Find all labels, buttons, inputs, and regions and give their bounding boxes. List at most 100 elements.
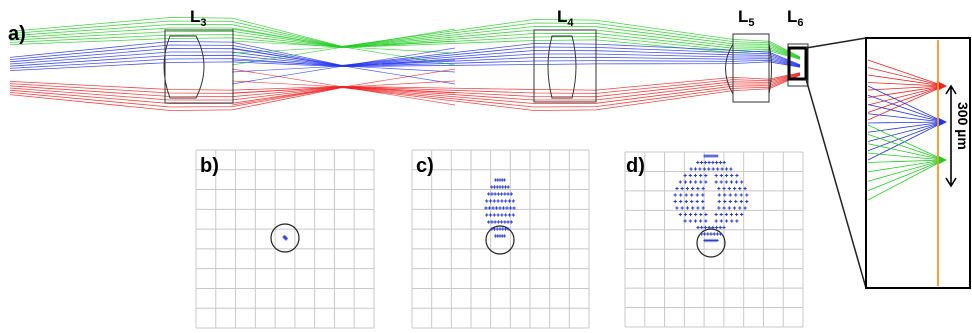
spot-point-c-58: [501, 227, 505, 231]
spot-point-c-41: [496, 213, 500, 217]
spot-points-c: [484, 178, 516, 238]
spot-point-d-121: [707, 225, 711, 230]
spot-point-c-35: [505, 206, 509, 210]
panel-label-d: d): [626, 155, 645, 177]
spot-point-d-16: [689, 167, 693, 171]
spot-point-d-50: [685, 186, 690, 191]
spot-point-d-43: [719, 180, 723, 184]
spot-point-d-34: [730, 173, 734, 178]
spot-point-c-23: [492, 199, 496, 203]
spot-point-c-24: [496, 199, 500, 203]
spot-point-d-57: [732, 186, 737, 191]
spot-point-c-30: [487, 206, 492, 210]
inset-ray-red-3: [867, 74, 945, 87]
zoom-frame: [865, 37, 971, 289]
spot-point-d-101: [704, 212, 708, 217]
spot-point-c-21: [485, 199, 489, 203]
spot-point-d-56: [727, 186, 731, 191]
ray-trace-panel: L3 L4 L5 L6 a): [8, 7, 809, 111]
spot-point-d-97: [683, 212, 688, 217]
spot-grid-b: [195, 149, 375, 329]
spot-point-d-24: [724, 167, 729, 171]
spot-point-d-91: [722, 206, 726, 210]
spot-point-d-120: [703, 225, 708, 230]
spot-point-d-66: [717, 193, 721, 197]
spot-point-c-54: [490, 227, 494, 231]
spot-point-d-22: [716, 167, 720, 171]
inset-ray-red-8: [867, 85, 945, 113]
spot-grid-d: [624, 151, 804, 328]
inset-ray-red-5: [867, 85, 945, 91]
spot-point-d-40: [699, 180, 703, 184]
inset-ray-green-7: [867, 159, 945, 182]
spot-point-d-28: [693, 173, 698, 178]
spot-point-c-52: [506, 220, 510, 224]
spot-point-d-29: [699, 173, 703, 178]
spot-point-d-117: [735, 219, 739, 223]
spot-point-d-38: [688, 180, 693, 184]
spot-point-c-39: [488, 213, 493, 217]
spot-point-d-116: [730, 219, 734, 223]
spot-point-d-23: [720, 167, 724, 171]
ray-bundles: [9, 17, 801, 111]
ray-green-3: [9, 24, 801, 58]
inset-ray-red-7: [867, 85, 945, 106]
spot-point-d-115: [724, 219, 729, 223]
spot-point-c-20: [509, 192, 513, 196]
spot-point-d-18: [698, 167, 702, 171]
spot-point-d-95: [743, 206, 747, 210]
spot-point-c-36: [508, 206, 513, 210]
spot-point-d-88: [696, 206, 700, 210]
spot-point-d-8: [696, 160, 700, 165]
spot-point-d-126: [699, 232, 704, 236]
lens-l3: [163, 29, 234, 104]
spot-point-d-21: [711, 167, 715, 171]
spot-point-d-31: [714, 173, 718, 178]
inset-ray-blue-2: [867, 94, 945, 123]
scale-bar-arrowhead-top: [945, 84, 957, 95]
lens-l4: [533, 29, 597, 103]
spot-point-d-131: [715, 232, 719, 236]
lens-l3-housing: [164, 29, 234, 104]
spot-point-d-104: [724, 212, 728, 217]
spot-point-c-9: [498, 185, 502, 189]
airy-disk-circle-b: [270, 223, 300, 253]
spot-point-c-27: [507, 199, 512, 203]
spot-point-d-82: [739, 199, 743, 204]
spot-point-c-47: [490, 220, 494, 224]
inset-ray-green-3: [867, 143, 945, 161]
lens-label-l3: L3: [190, 7, 207, 29]
spot-point-d-92: [727, 206, 731, 210]
spot-point-d-70: [739, 193, 743, 197]
spot-point-d-124: [718, 225, 722, 230]
spot-point-d-44: [724, 180, 728, 184]
spot-point-c-45: [511, 213, 515, 217]
zoom-inset: 300 µm: [805, 37, 971, 289]
spot-point-d-49: [680, 186, 684, 191]
ray-red-7: [9, 74, 801, 111]
spot-point-c-28: [511, 199, 515, 203]
zoom-connector-bottom: [805, 78, 867, 289]
inset-ray-green-2: [867, 133, 945, 161]
spot-point-c-42: [500, 213, 504, 217]
panel-label-c: c): [416, 155, 434, 177]
scale-bar-arrowhead-bottom: [945, 177, 957, 188]
spot-point-d-129: [709, 232, 713, 236]
spot-point-d-128: [706, 232, 710, 236]
inset-ray-red-1: [867, 59, 945, 87]
spot-point-d-59: [743, 186, 747, 191]
ray-cross-green-4: [231, 28, 456, 66]
spot-point-c-7: [492, 185, 497, 189]
spot-point-c-16: [496, 192, 500, 196]
spot-point-d-100: [699, 212, 703, 217]
spot-point-c-15: [493, 192, 497, 196]
spot-point-d-110: [693, 219, 698, 223]
spot-point-d-7: [715, 154, 719, 158]
ray-cross-red-4: [231, 68, 456, 106]
inset-focus-marker-red: [937, 81, 947, 91]
spot-point-c-44: [507, 213, 512, 217]
spot-point-d-64: [695, 193, 699, 197]
spot-point-c-33: [498, 206, 502, 210]
spot-point-d-109: [688, 219, 692, 223]
inset-ray-green-6: [867, 159, 945, 173]
